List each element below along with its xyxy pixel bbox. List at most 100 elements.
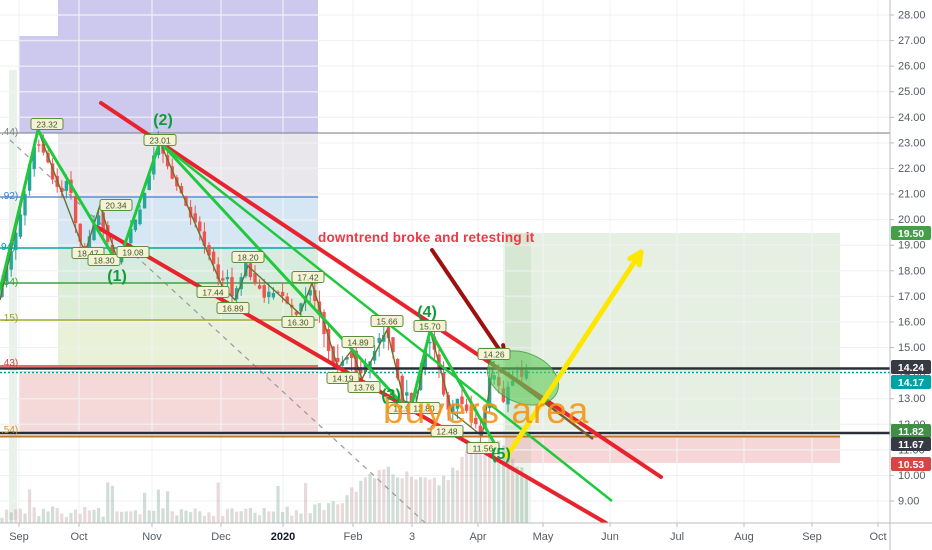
pivot-price-label[interactable]: 18.30 [87, 254, 121, 266]
left-scale-label: .15) [1, 313, 18, 324]
candle [437, 354, 441, 368]
pivot-price-label[interactable]: 12.80 [407, 402, 441, 414]
red-trendline-upper[interactable] [99, 101, 663, 479]
wave-label-4[interactable]: (4) [417, 304, 437, 321]
retest-highlight-ellipse[interactable] [479, 341, 566, 415]
volume-bar [87, 510, 91, 523]
axis-time-label: Apr [469, 531, 486, 543]
pivot-price-label[interactable]: 17.44 [196, 286, 230, 298]
pivot-price-label[interactable]: 14.19 [326, 372, 360, 384]
price-badge: 14.24 [891, 360, 931, 374]
volume-bar [216, 482, 220, 523]
wave-label-3[interactable]: (3) [381, 387, 401, 404]
volume-bar [110, 485, 114, 523]
axis-time-label: Nov [142, 531, 162, 543]
volume-bar [189, 512, 193, 523]
volume-bar [156, 489, 160, 523]
green-zone [58, 283, 318, 320]
pivot-price-label[interactable]: 14.89 [341, 336, 375, 348]
volume-bar [368, 474, 372, 523]
volume-bar [14, 509, 18, 523]
downtrend-annotation[interactable]: downtrend broke and retesting it [318, 230, 535, 245]
volume-bar [97, 508, 101, 523]
candle [60, 187, 64, 192]
candle [257, 285, 262, 289]
candle [4, 266, 9, 282]
pivot-price-label[interactable]: 16.30 [281, 316, 315, 328]
volume-bar [184, 510, 188, 523]
volume-bar [501, 445, 505, 523]
volume-bar [409, 476, 413, 523]
svg-text:14.24: 14.24 [898, 362, 924, 374]
pivot-price-label[interactable]: 15.66 [370, 315, 404, 327]
volume-bar [428, 479, 432, 523]
wave-label-1[interactable]: (1) [107, 268, 127, 285]
volume-bar [405, 471, 409, 523]
candle [41, 143, 46, 153]
pivot-price-label[interactable]: 14.26 [477, 348, 511, 360]
left-scale-label: .92) [1, 191, 18, 202]
volume-bar [193, 508, 197, 523]
candle [110, 244, 115, 256]
candle [207, 244, 211, 256]
candle [179, 186, 184, 194]
volume-bar [170, 511, 174, 523]
axis-time-label: Jul [670, 531, 684, 543]
note-arrow[interactable] [430, 248, 507, 360]
left-scale-label: .54) [1, 425, 18, 436]
pivot-price-label[interactable]: 18.20 [231, 251, 265, 263]
pivot-price-label[interactable]: 11.56 [466, 442, 500, 454]
volume-bar [46, 511, 50, 523]
svg-text:11.67: 11.67 [898, 439, 924, 451]
volume-bar [460, 456, 464, 523]
volume-bar [373, 478, 377, 523]
volume-bar [239, 511, 243, 523]
pivot-price-label[interactable]: 12.48 [430, 425, 464, 437]
svg-text:19.50: 19.50 [898, 228, 924, 240]
yellow-zone [58, 320, 318, 366]
svg-text:18.30: 18.30 [93, 256, 115, 266]
pivot-price-label[interactable]: 16.89 [216, 302, 250, 314]
svg-text:15.66: 15.66 [376, 317, 398, 327]
pivot-price-label[interactable]: 23.01 [143, 134, 177, 146]
buyers-area-annotation[interactable]: buyers area [383, 390, 590, 431]
svg-text:18.47: 18.47 [77, 249, 99, 259]
svg-text:23.32: 23.32 [36, 120, 58, 130]
volume-bar [281, 511, 285, 523]
candle [27, 164, 32, 191]
wave-label-2[interactable]: (2) [153, 112, 173, 129]
axis-price-label: 28.00 [898, 10, 926, 22]
volume-bar [469, 450, 473, 523]
volume-bar [225, 509, 229, 523]
volume-bar [304, 483, 308, 523]
candle [313, 290, 317, 301]
pivot-price-label[interactable]: 13.76 [347, 381, 381, 393]
pivot-price-label[interactable]: 15.70 [413, 320, 447, 332]
volume-bar [524, 478, 528, 523]
wave-label-5[interactable]: (5) [491, 446, 511, 463]
candle [349, 353, 354, 359]
candle [460, 396, 464, 405]
volume-bar [432, 477, 436, 523]
axis-time-label: Sep [802, 531, 822, 543]
candle [280, 291, 285, 296]
pivot-price-label[interactable]: 17.42 [291, 271, 325, 283]
bullish-arrow[interactable] [504, 249, 644, 459]
candle [138, 209, 142, 225]
candle [170, 166, 174, 179]
volume-bar [235, 511, 239, 523]
svg-text:10.53: 10.53 [898, 459, 924, 471]
pivot-price-label[interactable]: 19.08 [116, 246, 150, 258]
volume-bar [92, 509, 96, 523]
volume-bar [37, 516, 41, 523]
volume-bar [129, 511, 133, 523]
volume-bar [331, 501, 335, 523]
candle [271, 292, 276, 298]
price-badge: 10.53 [891, 457, 931, 471]
pivot-price-label[interactable]: 23.32 [30, 118, 64, 130]
pivot-price-label[interactable]: 20.34 [99, 199, 133, 211]
svg-text:19.08: 19.08 [122, 248, 144, 258]
candle [285, 296, 289, 304]
time-axis[interactable] [0, 523, 932, 550]
